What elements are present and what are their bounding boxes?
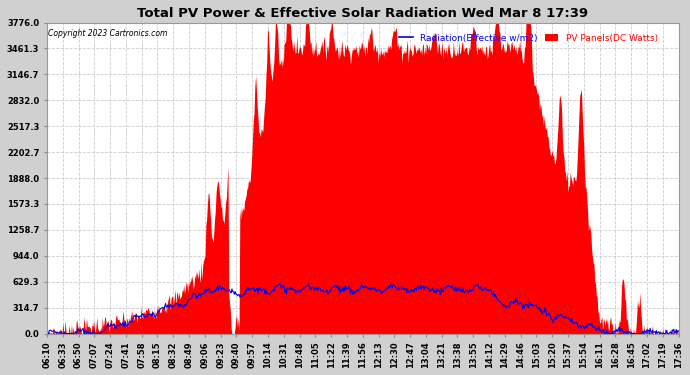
- Title: Total PV Power & Effective Solar Radiation Wed Mar 8 17:39: Total PV Power & Effective Solar Radiati…: [137, 7, 589, 20]
- Text: Copyright 2023 Cartronics.com: Copyright 2023 Cartronics.com: [48, 29, 168, 38]
- Legend: Radiation(Effective w/m2), PV Panels(DC Watts): Radiation(Effective w/m2), PV Panels(DC …: [396, 30, 662, 46]
